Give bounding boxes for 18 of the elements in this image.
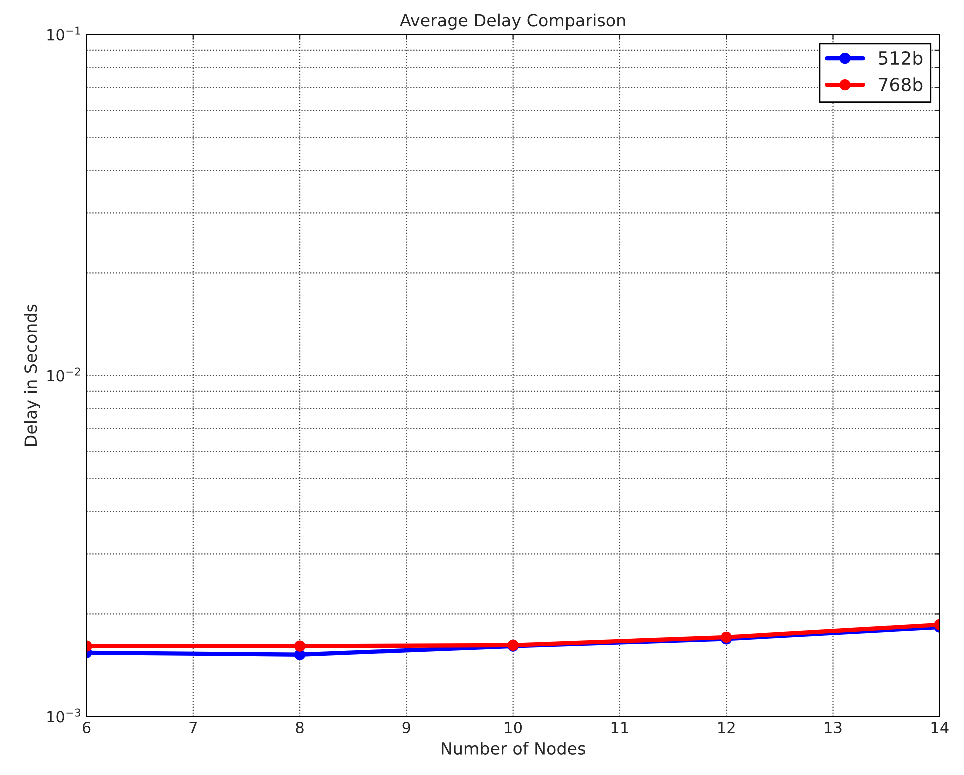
x-tick-label: 12 bbox=[718, 722, 735, 734]
y-tick-label: 10$^{−3}$ bbox=[48, 708, 80, 723]
x-tick-label: 10 bbox=[505, 722, 522, 734]
y-axis-title: Delay in Seconds bbox=[24, 304, 40, 446]
chart-title: Average Delay Comparison bbox=[400, 14, 626, 30]
x-tick-label: 8 bbox=[296, 722, 304, 734]
y-tick-label: 10$^{−1}$ bbox=[48, 26, 80, 41]
x-tick-label: 6 bbox=[82, 722, 91, 734]
x-tick-label: 7 bbox=[190, 722, 197, 734]
x-tick-label: 11 bbox=[612, 722, 628, 734]
legend-label: 512b bbox=[879, 51, 923, 66]
x-axis-title: Number of Nodes bbox=[442, 742, 586, 755]
y-tick-label: 10$^{−2}$ bbox=[48, 368, 80, 382]
point bbox=[294, 640, 306, 652]
x-tick-label: 13 bbox=[825, 722, 842, 734]
legend-label: 768b bbox=[879, 78, 923, 92]
x-tick-label: 9 bbox=[402, 722, 410, 734]
x-tick-label: 14 bbox=[932, 722, 949, 734]
